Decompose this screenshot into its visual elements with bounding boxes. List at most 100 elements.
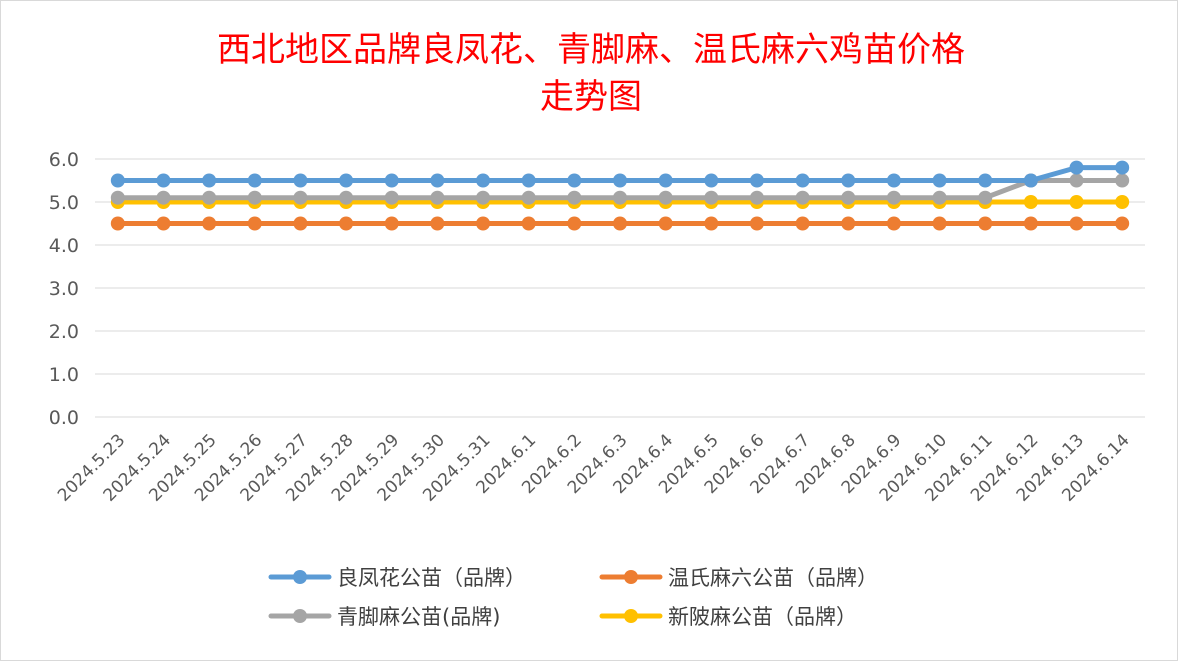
data-point — [384, 216, 399, 231]
legend-label: 青脚麻公苗(品牌) — [337, 605, 500, 629]
x-axis-ticks: 2024.5.232024.5.242024.5.252024.5.262024… — [54, 430, 1134, 505]
data-point — [521, 190, 536, 205]
data-point — [841, 173, 856, 188]
y-tick-label: 2.0 — [49, 321, 79, 343]
data-point — [886, 190, 901, 205]
data-point — [841, 190, 856, 205]
legend-entry: 新陂麻公苗（品牌） — [599, 605, 857, 629]
data-point — [384, 190, 399, 205]
data-point — [430, 190, 445, 205]
data-point — [1115, 173, 1130, 188]
data-point — [1023, 195, 1038, 209]
data-point — [1115, 160, 1130, 175]
data-point — [978, 173, 993, 188]
data-point — [202, 216, 217, 231]
data-point — [1069, 195, 1084, 209]
data-point — [476, 173, 491, 188]
data-point — [202, 173, 217, 188]
data-point — [795, 173, 810, 188]
data-point — [704, 190, 719, 205]
y-tick-label: 4.0 — [49, 235, 79, 257]
data-point — [795, 190, 810, 205]
data-point — [247, 190, 262, 205]
data-point — [110, 190, 125, 205]
data-point — [1069, 216, 1084, 231]
data-point — [567, 190, 582, 205]
data-point — [567, 216, 582, 231]
legend-entry: 温氏麻六公苗（品牌） — [599, 566, 878, 590]
data-point — [841, 216, 856, 231]
y-tick-label: 0.0 — [49, 407, 79, 429]
data-point — [339, 190, 354, 205]
data-point — [658, 173, 673, 188]
y-tick-label: 3.0 — [49, 278, 79, 300]
data-point — [932, 173, 947, 188]
legend: 良凤花公苗（品牌） 温氏麻六公苗（品牌） 青脚麻公苗(品牌) 新陂麻公苗（品牌） — [268, 566, 878, 629]
data-point — [613, 173, 627, 188]
data-point — [613, 190, 627, 205]
data-point — [704, 173, 719, 188]
legend-swatch-marker — [624, 570, 638, 584]
data-point — [202, 190, 217, 205]
data-point — [567, 173, 582, 188]
data-point — [1023, 216, 1038, 231]
legend-swatch-marker — [624, 609, 638, 623]
data-point — [247, 173, 262, 188]
legend-entry: 青脚麻公苗(品牌) — [268, 605, 500, 629]
data-point — [293, 216, 308, 231]
series-1 — [110, 216, 1130, 231]
legend-label: 良凤花公苗（品牌） — [337, 566, 526, 590]
data-point — [293, 190, 308, 205]
data-point — [339, 173, 354, 188]
legend-entry: 良凤花公苗（品牌） — [268, 566, 526, 590]
data-point — [749, 216, 764, 231]
data-point — [932, 190, 947, 205]
data-point — [886, 216, 901, 231]
legend-label: 温氏麻六公苗（品牌） — [668, 566, 878, 590]
data-point — [658, 190, 673, 205]
series-group — [110, 160, 1130, 231]
data-point — [521, 216, 536, 231]
y-axis-ticks: 0.0 1.0 2.0 3.0 4.0 5.0 6.0 — [49, 149, 79, 429]
data-point — [932, 216, 947, 231]
data-point — [1023, 173, 1038, 188]
data-point — [704, 216, 719, 231]
data-point — [658, 216, 673, 231]
legend-swatch-marker — [293, 609, 307, 623]
series-2 — [110, 173, 1130, 205]
y-tick-label: 6.0 — [49, 149, 79, 171]
data-point — [156, 216, 171, 231]
data-point — [886, 173, 901, 188]
data-point — [384, 173, 399, 188]
data-point — [1115, 195, 1130, 209]
data-point — [293, 173, 308, 188]
data-point — [476, 216, 491, 231]
chart-title: 西北地区品牌良凤花、青脚麻、温氏麻六鸡苗价格 走势图 — [217, 30, 965, 117]
data-point — [1069, 173, 1084, 188]
data-point — [749, 190, 764, 205]
data-point — [339, 216, 354, 231]
legend-label: 新陂麻公苗（品牌） — [668, 605, 857, 629]
y-tick-label: 1.0 — [49, 364, 79, 386]
legend-swatch-marker — [293, 570, 307, 584]
series-0 — [110, 160, 1130, 188]
data-point — [749, 173, 764, 188]
data-point — [430, 216, 445, 231]
data-point — [156, 173, 171, 188]
data-point — [978, 216, 993, 231]
data-point — [110, 173, 125, 188]
data-point — [110, 216, 125, 231]
data-point — [795, 216, 810, 231]
data-point — [156, 190, 171, 205]
data-point — [978, 190, 993, 205]
data-point — [521, 173, 536, 188]
data-point — [430, 173, 445, 188]
chart-title-line-1: 西北地区品牌良凤花、青脚麻、温氏麻六鸡苗价格 — [217, 30, 965, 70]
data-point — [247, 216, 262, 231]
chart-title-line-2: 走势图 — [540, 77, 642, 117]
y-tick-label: 5.0 — [49, 192, 79, 214]
data-point — [1069, 160, 1084, 175]
data-point — [476, 190, 491, 205]
